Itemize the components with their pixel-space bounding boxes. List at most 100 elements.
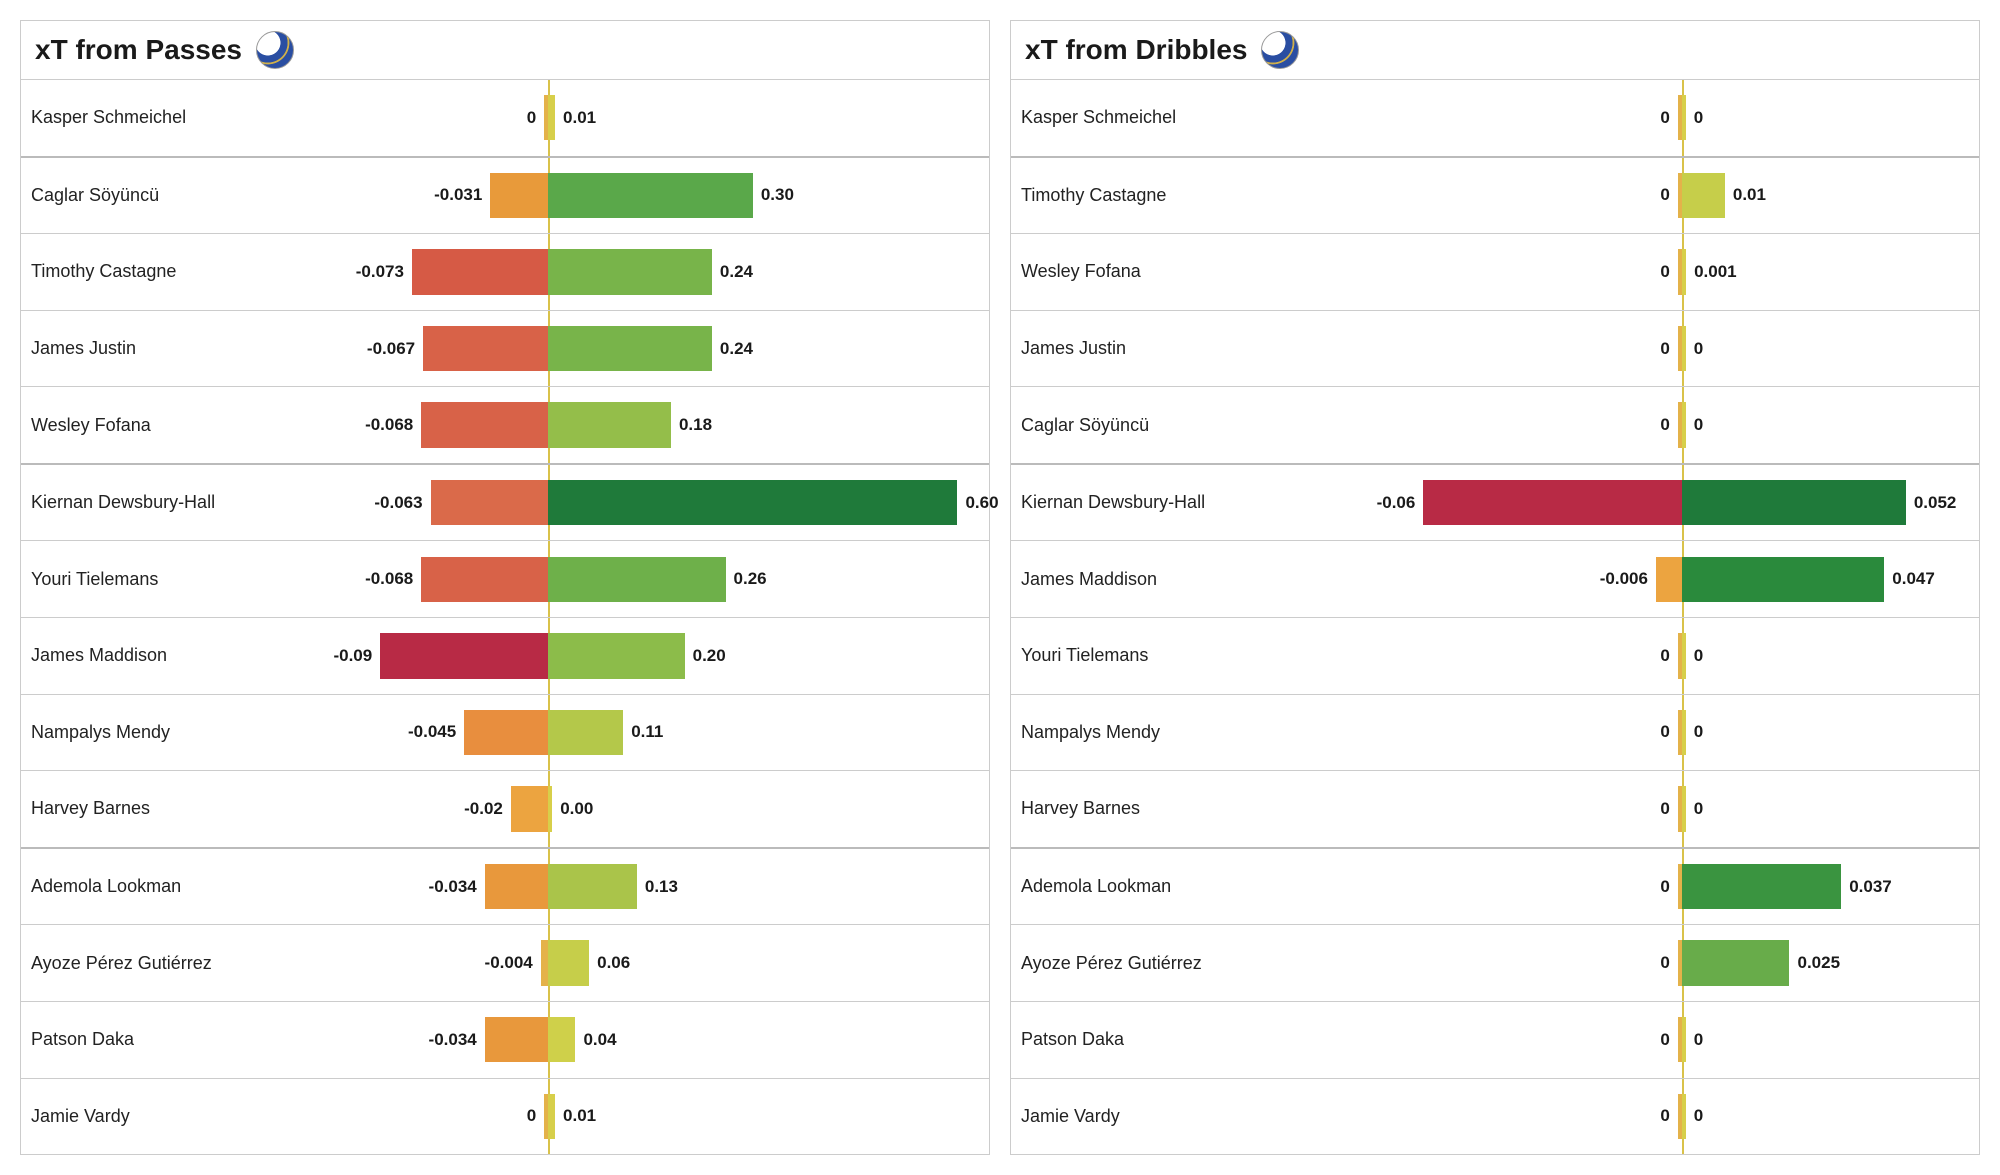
pos-bar (1682, 326, 1686, 371)
player-name: Harvey Barnes (1021, 798, 1251, 819)
chart-row: Kiernan Dewsbury-Hall-0.0630.60 (21, 465, 989, 542)
player-name: Kiernan Dewsbury-Hall (1021, 492, 1251, 513)
pos-value-label: 0.01 (1733, 185, 1766, 205)
chart-row: James Justin -0.067 0.24 (21, 311, 989, 388)
player-name: James Justin (1021, 338, 1251, 359)
neg-value-label: -0.09 (333, 646, 372, 666)
bar-area: -0.0040.06 (261, 925, 979, 1001)
neg-bar (423, 326, 548, 371)
bar-area: -0.0730.24 (261, 234, 979, 310)
neg-bar (485, 1017, 548, 1062)
bar-area: 00.01 (261, 1079, 979, 1155)
player-name: James Justin (31, 338, 261, 359)
chart-row: Timothy Castagne00.01 (1011, 158, 1979, 235)
bar-area: -0.0310.30 (261, 158, 979, 234)
dribbles-panel: xT from Dribbles Kasper Schmeichel00Timo… (1010, 20, 1980, 1155)
pos-value-label: 0 (1694, 1106, 1703, 1126)
chart-row: James Maddison-0.0060.047 (1011, 541, 1979, 618)
pos-bar (1682, 173, 1725, 218)
pos-bar (548, 710, 623, 755)
pos-value-label: 0.11 (631, 722, 663, 742)
player-name: Ademola Lookman (1021, 876, 1251, 897)
pos-bar (548, 173, 753, 218)
chart-row: Harvey Barnes00 (1011, 771, 1979, 849)
bar-area: 00 (1251, 771, 1969, 847)
chart-row: Caglar Söyüncü-0.0310.30 (21, 158, 989, 235)
bar-area: 00 (1251, 1002, 1969, 1078)
club-badge-icon (1261, 31, 1299, 69)
neg-value-label: 0 (1660, 1106, 1669, 1126)
chart-row: Nampalys Mendy00 (1011, 695, 1979, 772)
player-name: Caglar Söyüncü (31, 185, 261, 206)
player-name: Timothy Castagne (1021, 185, 1251, 206)
player-name: James Maddison (31, 645, 261, 666)
bar-area: -0.0450.11 (261, 695, 979, 771)
bar-area: 00.037 (1251, 849, 1969, 925)
bar-area: -0.060.052 (1251, 465, 1969, 541)
bar-area: -0.0680.18 (261, 387, 979, 463)
chart-row: Ademola Lookman-0.0340.13 (21, 849, 989, 926)
neg-bar (511, 786, 548, 831)
chart-row: Patson Daka00 (1011, 1002, 1979, 1079)
player-name: Caglar Söyüncü (1021, 415, 1251, 436)
player-name: Wesley Fofana (31, 415, 261, 436)
bar-area: -0.0630.60 (261, 465, 979, 541)
chart-row: Timothy Castagne-0.0730.24 (21, 234, 989, 311)
bar-area: 00 (1251, 618, 1969, 694)
bar-area: 00.01 (261, 80, 979, 156)
neg-bar (412, 249, 548, 294)
dribbles-rows: Kasper Schmeichel00Timothy Castagne00.01… (1011, 80, 1979, 1154)
player-name: Ayoze Pérez Gutiérrez (1021, 953, 1251, 974)
player-name: Nampalys Mendy (1021, 722, 1251, 743)
chart-row: Nampalys Mendy-0.0450.11 (21, 695, 989, 772)
bar-area: 00 (1251, 80, 1969, 156)
pos-value-label: 0 (1694, 415, 1703, 435)
pos-bar (548, 557, 725, 602)
pos-bar (1682, 249, 1686, 294)
chart-row: James Justin00 (1011, 311, 1979, 388)
dribbles-header: xT from Dribbles (1011, 21, 1979, 80)
pos-bar (1682, 786, 1686, 831)
neg-value-label: -0.067 (367, 339, 415, 359)
neg-bar (1656, 557, 1682, 602)
player-name: Wesley Fofana (1021, 261, 1251, 282)
pos-bar (1682, 633, 1686, 678)
pos-bar (1682, 557, 1884, 602)
bar-area: 00 (1251, 387, 1969, 463)
pos-bar (548, 1017, 575, 1062)
bar-area: 00.025 (1251, 925, 1969, 1001)
player-name: Timothy Castagne (31, 261, 261, 282)
pos-value-label: 0 (1694, 799, 1703, 819)
pos-bar (548, 633, 684, 678)
neg-value-label: -0.068 (365, 569, 413, 589)
chart-row: Jamie Vardy00.01 (21, 1079, 989, 1155)
chart-row: Wesley Fofana-0.0680.18 (21, 387, 989, 465)
neg-value-label: 0 (1660, 1030, 1669, 1050)
pos-value-label: 0.24 (720, 339, 753, 359)
pos-bar (1682, 1094, 1686, 1139)
chart-row: Patson Daka-0.0340.04 (21, 1002, 989, 1079)
pos-value-label: 0.18 (679, 415, 712, 435)
neg-value-label: 0 (1660, 415, 1669, 435)
neg-value-label: 0 (527, 108, 536, 128)
neg-value-label: -0.031 (434, 185, 482, 205)
neg-value-label: 0 (1660, 262, 1669, 282)
neg-bar (421, 402, 548, 447)
neg-value-label: 0 (527, 1106, 536, 1126)
chart-row: Kasper Schmeichel00 (1011, 80, 1979, 158)
pos-value-label: 0.01 (563, 1106, 596, 1126)
player-name: Kiernan Dewsbury-Hall (31, 492, 261, 513)
bar-area: 00.01 (1251, 158, 1969, 234)
bar-area: -0.09 0.20 (261, 618, 979, 694)
bar-area: -0.0340.04 (261, 1002, 979, 1078)
pos-value-label: 0.047 (1892, 569, 1935, 589)
bar-area: 00 (1251, 695, 1969, 771)
bar-area: -0.0340.13 (261, 849, 979, 925)
pos-value-label: 0.20 (693, 646, 726, 666)
pos-value-label: 0.13 (645, 877, 678, 897)
chart-row: Ayoze Pérez Gutiérrez00.025 (1011, 925, 1979, 1002)
neg-bar (1423, 480, 1681, 525)
neg-bar (485, 864, 548, 909)
bar-area: -0.020.00 (261, 771, 979, 847)
neg-value-label: 0 (1660, 339, 1669, 359)
